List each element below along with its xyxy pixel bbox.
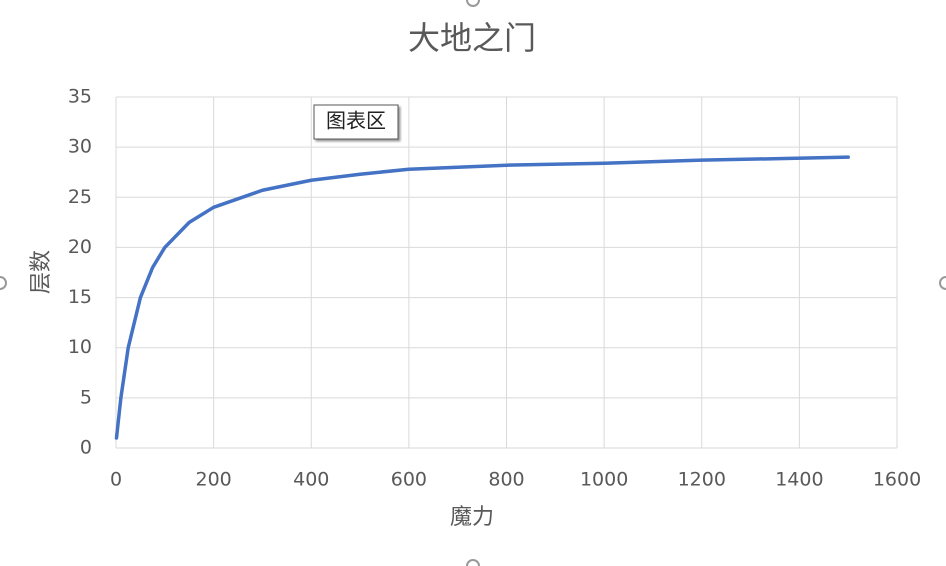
y-tick-label: 25 bbox=[68, 186, 92, 208]
x-tick-label: 1200 bbox=[678, 469, 726, 491]
y-axis-label: 层数 bbox=[29, 250, 54, 294]
y-tick-label: 20 bbox=[68, 236, 92, 258]
x-tick-label: 1400 bbox=[775, 469, 823, 491]
y-tick-label: 30 bbox=[68, 136, 92, 158]
tooltip-box bbox=[313, 104, 399, 140]
y-tick-label: 10 bbox=[68, 336, 92, 358]
y-tick-label: 35 bbox=[68, 86, 92, 108]
chart-title: 大地之门 bbox=[408, 19, 536, 57]
selection-handle[interactable] bbox=[466, 0, 480, 7]
selection-handle[interactable] bbox=[0, 276, 7, 290]
x-tick-label: 0 bbox=[110, 469, 122, 491]
series-line bbox=[114, 155, 850, 440]
x-tick-label: 800 bbox=[488, 469, 524, 491]
x-tick-label: 600 bbox=[391, 469, 427, 491]
x-axis-label: 魔力 bbox=[450, 505, 494, 530]
y-tick-label: 15 bbox=[68, 286, 92, 308]
tooltip: 图表区 bbox=[326, 109, 386, 133]
x-tick-label: 1000 bbox=[580, 469, 628, 491]
x-tick-label: 400 bbox=[293, 469, 329, 491]
y-tick-label: 5 bbox=[80, 386, 92, 408]
selection-handle[interactable] bbox=[466, 559, 480, 566]
y-tick-label: 0 bbox=[80, 437, 92, 459]
x-tick-label: 200 bbox=[195, 469, 231, 491]
selection-handle[interactable] bbox=[939, 276, 946, 290]
x-tick-label: 1600 bbox=[873, 469, 921, 491]
